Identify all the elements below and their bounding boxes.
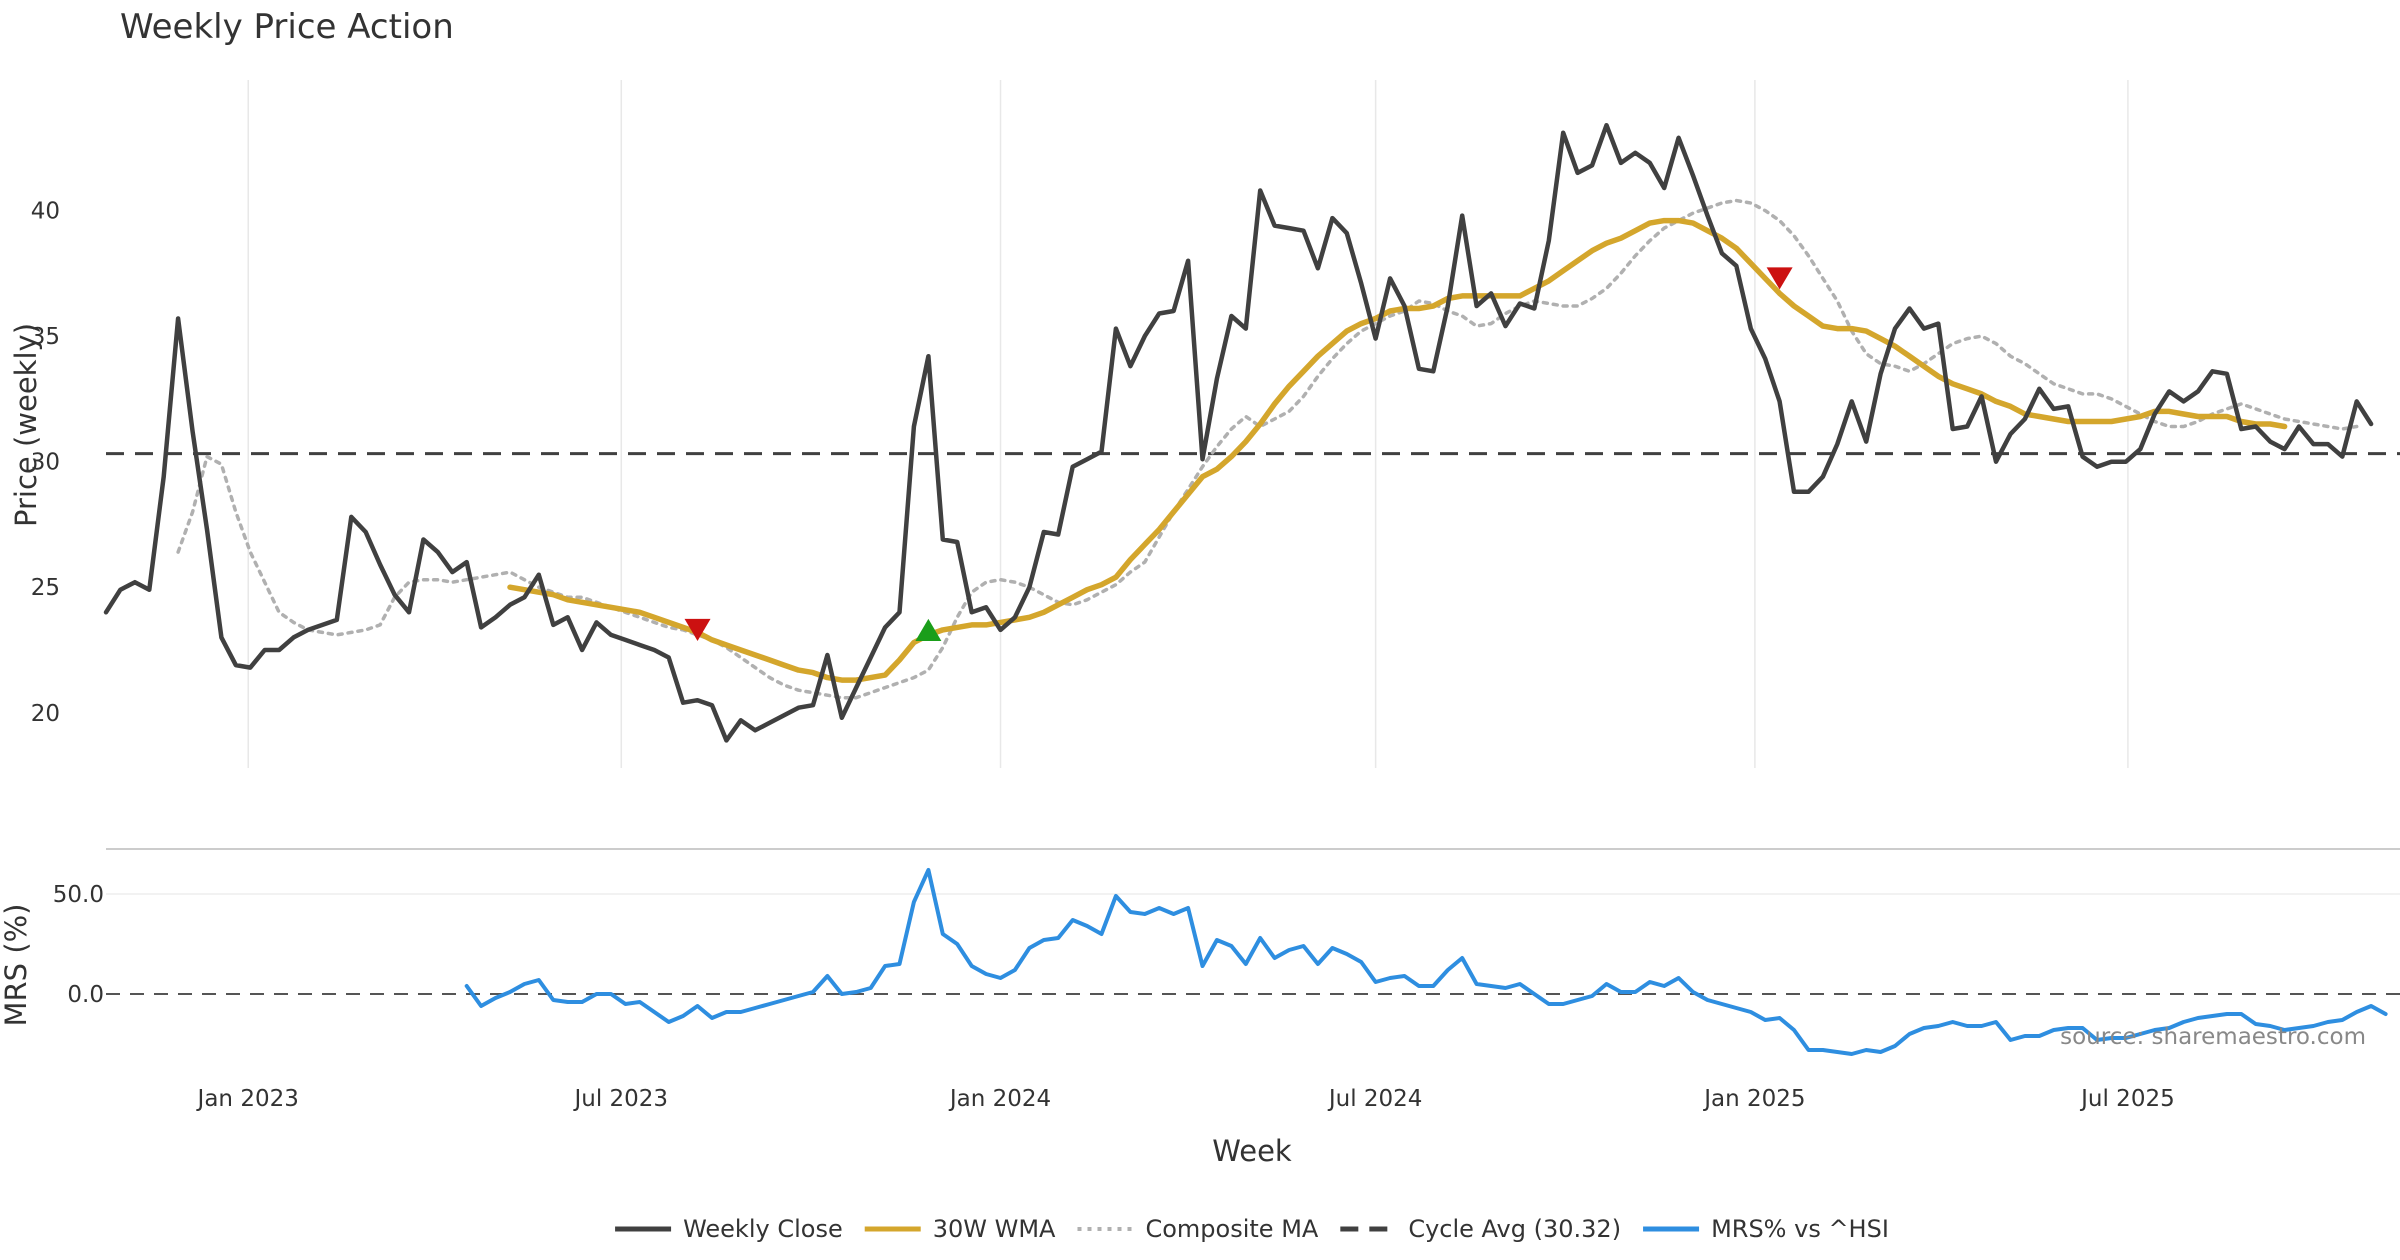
chart-title: Weekly Price Action [120,7,454,47]
price-y-tick-35: 35 [31,324,60,350]
x-tick-jan-2025: Jan 2025 [1702,1086,1805,1112]
sell-signal-marker-1 [684,618,711,641]
series-mrs-vs-hsi [464,868,2388,1056]
legend-label-weekly-close: Weekly Close [683,1215,843,1243]
series-weekly-close [103,122,2374,743]
mrs-panel: 0.0 50.0 [53,868,2400,1056]
price-y-tick-labels: 20 25 30 35 40 [31,199,60,727]
sell-signal-marker-3 [1766,267,1793,290]
x-tick-jul-2025: Jul 2025 [2079,1086,2175,1112]
buy-signal-marker-2 [915,618,942,641]
x-tick-jul-2023: Jul 2023 [572,1086,668,1112]
price-y-tick-30: 30 [31,450,60,476]
signal-markers [684,267,1793,641]
legend-label-mrs-vs-hsi: MRS% vs ^HSI [1711,1215,1889,1243]
mrs-y-tick-0: 0.0 [67,982,104,1008]
mrs-y-tick-50: 50.0 [53,882,104,908]
mrs-y-tick-labels: 0.0 50.0 [53,882,104,1008]
source-annotation: source: sharemaestro.com [2060,1024,2366,1050]
legend: Weekly Close 30W WMA Composite MA Cycle Avg… [615,1215,1889,1243]
price-panel: 20 25 30 35 40 [31,80,2400,768]
price-y-tick-40: 40 [31,199,60,225]
price-gridlines [247,80,2129,768]
price-series-lines [103,122,2400,743]
x-tick-jul-2024: Jul 2024 [1327,1086,1423,1112]
mrs-y-axis-label: MRS (%) [0,904,33,1027]
price-y-tick-25: 25 [31,575,60,601]
x-axis-label: Week [1212,1134,1292,1168]
x-tick-jan-2023: Jan 2023 [196,1086,299,1112]
legend-label-cycle-avg-30-32: Cycle Avg (30.32) [1408,1215,1621,1243]
x-tick-labels: Jan 2023 Jul 2023 Jan 2024 Jul 2024 Jan 2025… [196,1086,2175,1112]
mrs-series-line [464,868,2388,1056]
series-composite-ma [176,198,2359,700]
series-30w-wma [507,217,2288,683]
legend-label-30w-wma: 30W WMA [933,1215,1056,1243]
price-y-axis-label: Price (weekly) [9,323,43,527]
legend-label-composite-ma: Composite MA [1145,1215,1318,1243]
x-tick-jan-2024: Jan 2024 [948,1086,1051,1112]
price-y-tick-20: 20 [31,701,60,727]
mrs-gridlines [106,893,2400,995]
